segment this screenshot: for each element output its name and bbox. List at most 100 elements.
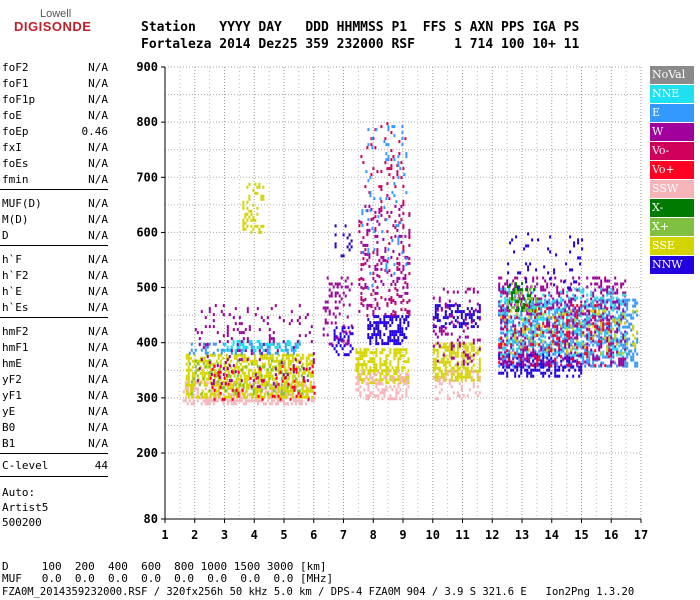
data-point xyxy=(395,372,398,376)
data-point xyxy=(526,335,529,339)
data-point xyxy=(517,303,520,307)
data-point xyxy=(331,344,334,348)
data-point xyxy=(359,363,362,367)
data-point xyxy=(572,365,575,369)
data-point xyxy=(404,276,407,280)
data-point xyxy=(568,331,571,335)
data-point xyxy=(361,366,364,370)
data-point xyxy=(243,392,246,396)
data-point xyxy=(381,397,384,401)
data-point xyxy=(213,368,216,372)
data-point xyxy=(502,342,505,346)
data-point xyxy=(248,215,251,219)
data-point xyxy=(360,155,363,159)
data-point xyxy=(626,304,629,308)
data-point xyxy=(381,342,384,346)
data-point xyxy=(209,374,212,378)
data-point xyxy=(358,224,361,228)
data-point xyxy=(375,385,378,389)
data-point xyxy=(478,363,481,367)
data-point xyxy=(513,297,516,301)
data-point xyxy=(386,122,389,126)
data-point xyxy=(386,302,389,306)
data-point xyxy=(275,376,278,380)
data-point xyxy=(610,360,613,364)
data-point xyxy=(234,322,237,326)
data-point xyxy=(307,362,310,366)
data-point xyxy=(498,357,501,361)
data-point xyxy=(440,345,443,349)
data-point xyxy=(348,248,351,252)
data-point xyxy=(498,338,501,342)
data-series-e xyxy=(361,125,408,291)
data-point xyxy=(450,356,453,360)
data-point xyxy=(576,351,579,355)
data-point xyxy=(508,287,511,291)
data-point xyxy=(562,316,565,320)
data-point xyxy=(592,291,595,295)
data-point xyxy=(546,282,549,286)
data-point xyxy=(363,379,366,383)
data-point xyxy=(368,252,371,256)
data-point xyxy=(594,298,597,302)
data-point xyxy=(570,363,573,367)
data-point xyxy=(618,303,621,307)
data-point xyxy=(208,389,211,393)
auto-artist: Artist5 xyxy=(2,501,49,514)
data-point xyxy=(399,348,402,352)
data-point xyxy=(374,146,377,150)
data-point xyxy=(556,340,559,344)
data-point xyxy=(534,355,537,359)
data-point xyxy=(216,399,219,403)
data-point xyxy=(604,328,607,332)
data-point xyxy=(403,336,406,340)
data-point xyxy=(303,379,306,383)
data-point xyxy=(393,397,396,401)
data-point xyxy=(598,357,601,361)
data-point xyxy=(200,402,203,406)
data-point xyxy=(288,340,291,343)
data-point xyxy=(530,328,533,332)
data-point xyxy=(588,343,591,347)
data-point xyxy=(370,218,373,222)
data-point xyxy=(387,366,390,370)
data-point xyxy=(578,352,581,356)
data-point xyxy=(462,310,465,314)
data-point xyxy=(614,333,617,337)
param-name: hmF1 xyxy=(2,341,29,354)
data-point xyxy=(247,368,250,372)
data-point xyxy=(309,389,312,393)
data-point xyxy=(600,361,603,365)
data-point xyxy=(570,351,573,355)
data-point xyxy=(237,368,240,372)
data-point xyxy=(516,368,519,372)
data-point xyxy=(562,332,565,336)
data-point xyxy=(260,389,263,393)
data-point xyxy=(568,325,571,329)
data-point xyxy=(203,374,206,378)
data-point xyxy=(359,375,362,379)
data-point xyxy=(367,179,370,183)
data-point xyxy=(312,352,315,356)
data-point xyxy=(269,386,272,390)
data-point xyxy=(536,317,539,321)
data-point xyxy=(626,342,629,346)
data-point xyxy=(379,351,382,355)
data-point xyxy=(509,297,512,301)
data-point xyxy=(385,315,388,319)
data-point xyxy=(392,314,395,318)
data-point xyxy=(288,343,291,346)
data-point xyxy=(383,360,386,364)
legend-item: Vo- xyxy=(650,142,694,160)
data-point xyxy=(512,353,515,357)
data-series-w xyxy=(322,276,353,346)
data-point xyxy=(371,284,374,288)
data-point xyxy=(446,332,449,336)
data-point xyxy=(386,230,389,234)
data-point xyxy=(586,305,589,309)
data-point xyxy=(386,182,389,186)
data-point xyxy=(242,337,245,341)
data-point xyxy=(592,302,595,306)
data-point xyxy=(542,360,545,364)
data-point xyxy=(266,399,269,403)
